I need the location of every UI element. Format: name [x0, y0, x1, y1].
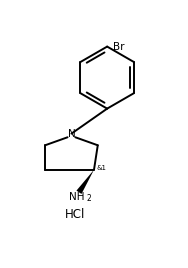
Text: HCl: HCl	[65, 208, 85, 221]
Polygon shape	[77, 170, 94, 194]
Text: Br: Br	[113, 42, 124, 51]
Text: NH: NH	[69, 192, 85, 202]
Text: &1: &1	[96, 165, 106, 171]
Text: 2: 2	[86, 194, 91, 203]
Text: N: N	[67, 129, 75, 139]
